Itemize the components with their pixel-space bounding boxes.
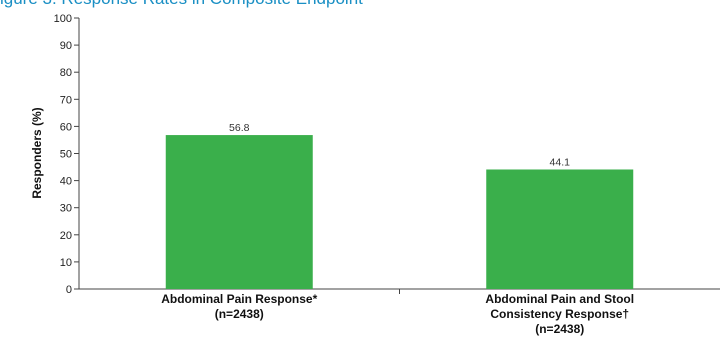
y-tick-label: 60 <box>60 121 72 133</box>
category-label-line: (n=2438) <box>215 307 264 321</box>
category-label: Abdominal Pain Response* (n=2438) <box>161 292 317 321</box>
y-tick-label: 80 <box>60 67 72 79</box>
category-label-line: Abdominal Pain and Stool <box>485 292 634 306</box>
y-tick-label: 10 <box>60 257 72 269</box>
bars: 56.8 44.1 <box>165 122 634 289</box>
y-tick-label: 90 <box>60 40 72 52</box>
y-axis: 0 10 20 30 40 50 60 70 80 90 100 <box>54 13 80 296</box>
bar-value-label: 56.8 <box>229 122 250 134</box>
bar <box>486 169 634 289</box>
y-tick-label: 30 <box>60 203 72 215</box>
category-label-line: (n=2438) <box>535 322 584 336</box>
y-tick-label: 20 <box>60 230 72 242</box>
x-axis: Abdominal Pain Response* (n=2438)Abdomina… <box>79 288 720 336</box>
y-tick-label: 40 <box>60 176 72 188</box>
category-label-line: Abdominal Pain Response* <box>161 292 317 306</box>
y-tick-label: 100 <box>54 13 72 25</box>
y-tick-label: 70 <box>60 94 72 106</box>
category-label-line: Consistency Response† <box>490 307 629 321</box>
bar <box>165 135 313 289</box>
y-axis-title: Responders (%) <box>30 107 44 198</box>
y-tick-label: 50 <box>60 149 72 161</box>
page-title: igure 3. Response Rates in Composite End… <box>0 0 363 9</box>
y-tick-label: 0 <box>66 284 72 296</box>
category-label: Abdominal Pain and Stool Consistency Resp… <box>485 292 634 336</box>
bar-value-label: 44.1 <box>550 156 571 168</box>
